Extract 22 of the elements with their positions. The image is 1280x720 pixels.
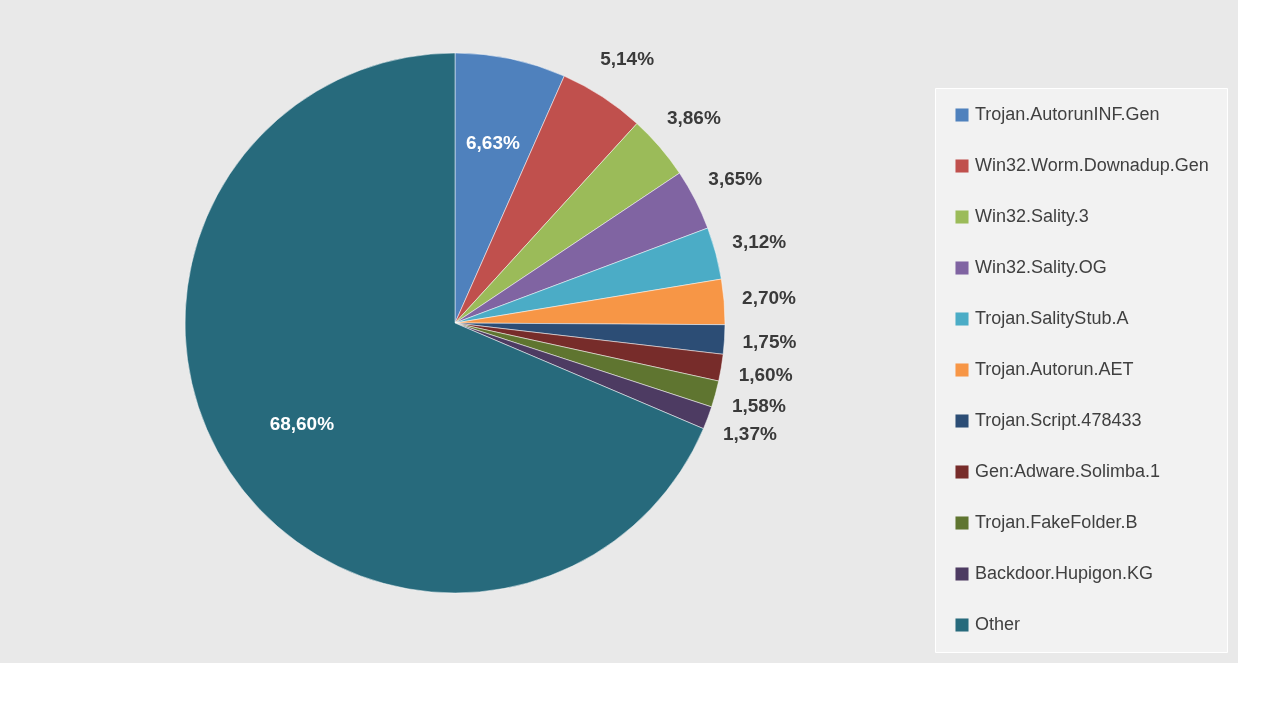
- legend-label: Trojan.AutorunINF.Gen: [975, 104, 1160, 124]
- data-label: 1,37%: [722, 422, 777, 444]
- data-label: 1,58%: [731, 394, 786, 416]
- legend-label: Trojan.SalityStub.A: [975, 308, 1129, 328]
- legend-label: Gen:Adware.Solimba.1: [975, 461, 1161, 481]
- data-label: 1,75%: [742, 331, 797, 353]
- data-label: 5,14%: [600, 48, 655, 70]
- legend-label: Win32.Sality.OG: [975, 257, 1107, 277]
- data-label: 3,86%: [666, 106, 721, 128]
- legend-label: Trojan.FakeFolder.B: [975, 512, 1138, 532]
- data-label: 3,65%: [708, 168, 763, 190]
- legend-label: Backdoor.Hupigon.KG: [975, 563, 1154, 583]
- legend-label: Trojan.Autorun.AET: [975, 359, 1134, 379]
- legend-label: Other: [975, 614, 1021, 634]
- legend-label: Win32.Worm.Downadup.Gen: [975, 155, 1209, 175]
- data-label: 3,12%: [732, 230, 787, 252]
- data-label: 2,70%: [742, 287, 797, 309]
- data-label: 1,60%: [738, 364, 793, 386]
- data-label: 68,60%: [269, 413, 335, 435]
- data-label: 6,63%: [466, 132, 521, 154]
- legend-label: Trojan.Script.478433: [975, 410, 1142, 430]
- legend-label: Win32.Sality.3: [975, 206, 1089, 226]
